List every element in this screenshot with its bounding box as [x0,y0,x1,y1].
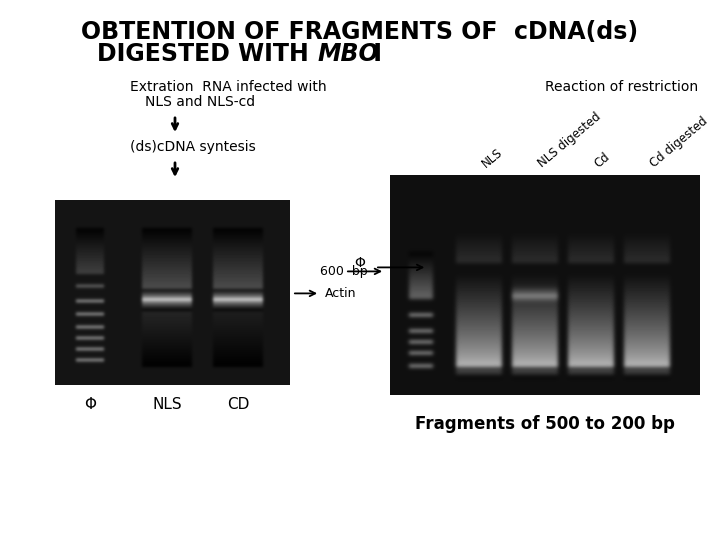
Text: OBTENTION OF FRAGMENTS OF  cDNA(ds): OBTENTION OF FRAGMENTS OF cDNA(ds) [81,20,639,44]
Text: 600  bp: 600 bp [320,265,368,278]
Text: Cd digested: Cd digested [647,114,710,170]
Text: CD: CD [227,397,250,412]
Text: MBO: MBO [317,42,379,66]
Text: Fragments of 500 to 200 bp: Fragments of 500 to 200 bp [415,415,675,433]
Text: NLS digested: NLS digested [536,110,603,170]
Text: (ds)cDNA syntesis: (ds)cDNA syntesis [130,140,256,154]
Text: Actin: Actin [325,287,356,300]
Text: DIGESTED WITH: DIGESTED WITH [97,42,317,66]
Text: NLS: NLS [153,397,183,412]
Text: Reaction of restriction: Reaction of restriction [545,80,698,94]
Text: Extration  RNA infected with: Extration RNA infected with [130,80,327,94]
Text: I: I [365,42,382,66]
Text: Cd: Cd [592,150,612,170]
Text: Φ: Φ [354,256,366,270]
Text: NLS and NLS-cd: NLS and NLS-cd [145,95,255,109]
Text: Φ: Φ [84,397,96,412]
Text: NLS: NLS [480,145,505,170]
